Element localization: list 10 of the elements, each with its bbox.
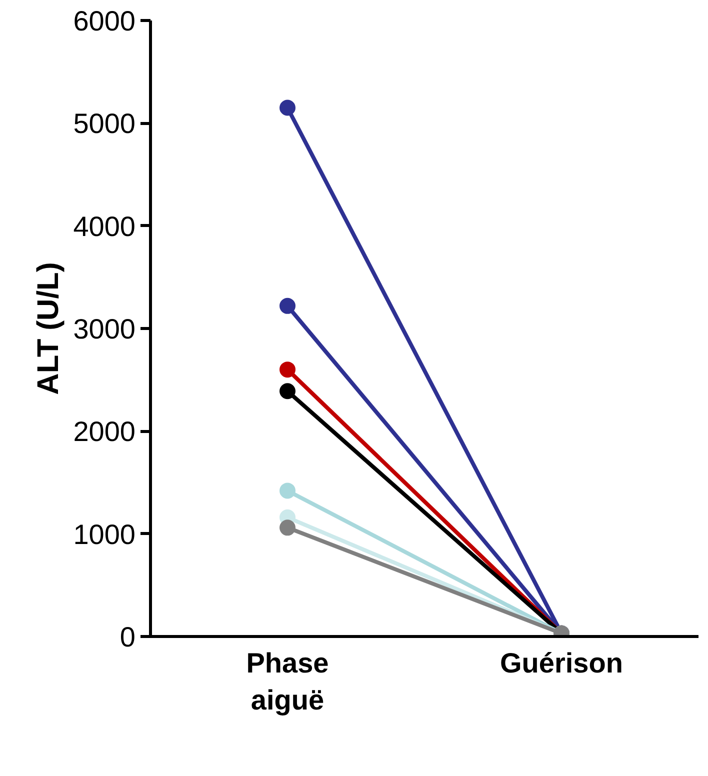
y-tick-label: 5000: [73, 108, 136, 140]
y-tick-label: 3000: [73, 314, 136, 344]
y-tick-label: 6000: [73, 6, 136, 36]
y-tick-label: 4000: [73, 210, 136, 242]
y-tick-label: 1000: [73, 518, 136, 550]
x-tick-label: Guérison: [500, 648, 623, 678]
y-tick-label: 2000: [73, 416, 136, 448]
y-tick-label: 0: [120, 622, 136, 652]
y-axis-title: ALT (U/L): [32, 262, 66, 395]
x-tick-label: Phase aiguë: [246, 648, 329, 716]
